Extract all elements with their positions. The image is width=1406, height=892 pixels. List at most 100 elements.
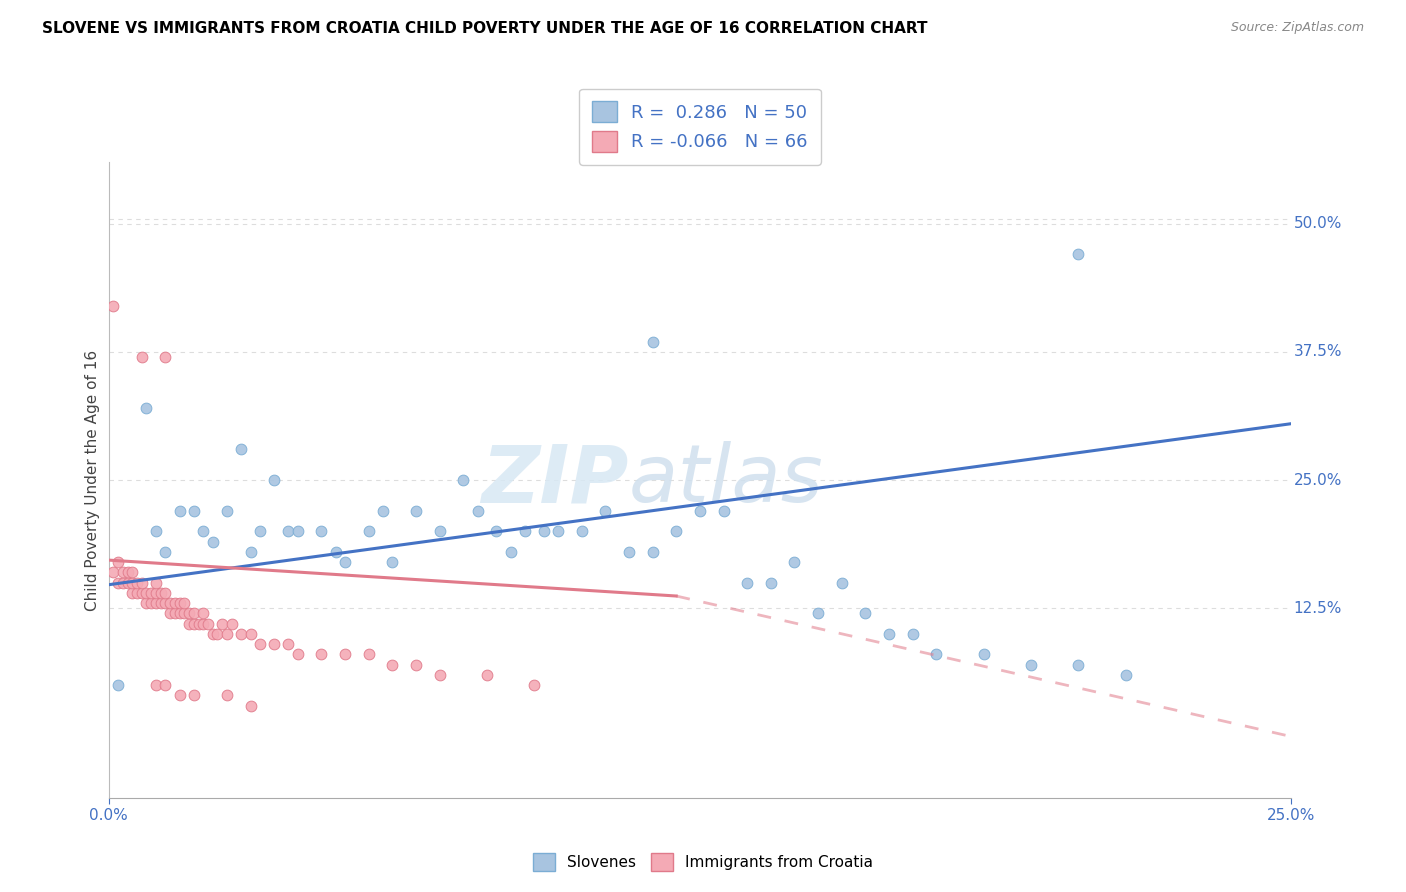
Text: atlas: atlas (628, 442, 824, 519)
Y-axis label: Child Poverty Under the Age of 16: Child Poverty Under the Age of 16 (86, 350, 100, 611)
Point (193, 607, 215, 621)
Point (145, 524, 167, 539)
Point (145, 586, 167, 600)
Point (239, 545, 262, 559)
Point (169, 504, 191, 518)
Point (135, 586, 157, 600)
Point (215, 504, 238, 518)
Point (277, 637, 299, 651)
Point (513, 524, 536, 539)
Point (311, 648, 333, 662)
Point (169, 689, 191, 703)
Point (429, 524, 451, 539)
Point (193, 616, 215, 631)
Point (125, 586, 148, 600)
Point (533, 524, 555, 539)
Text: 25.0%: 25.0% (1294, 473, 1341, 488)
Point (371, 504, 394, 518)
Point (145, 678, 167, 692)
Point (263, 473, 285, 487)
Point (287, 648, 309, 662)
Point (475, 668, 498, 682)
Point (107, 575, 129, 590)
Point (183, 607, 205, 621)
Point (177, 607, 200, 621)
Point (131, 350, 153, 364)
Point (759, 575, 782, 590)
Point (163, 607, 186, 621)
Point (111, 575, 134, 590)
Point (207, 627, 229, 641)
Point (617, 545, 640, 559)
Point (249, 637, 271, 651)
Point (163, 596, 186, 610)
Point (187, 616, 209, 631)
Point (135, 596, 157, 610)
Point (593, 504, 616, 518)
Point (499, 545, 522, 559)
Point (807, 607, 830, 621)
Point (155, 596, 177, 610)
Point (877, 627, 900, 641)
Point (121, 566, 143, 580)
Point (547, 524, 569, 539)
Point (973, 648, 995, 662)
Point (453, 473, 475, 487)
Point (229, 442, 252, 457)
Text: Source: ZipAtlas.com: Source: ZipAtlas.com (1230, 21, 1364, 35)
Point (325, 545, 347, 559)
Point (901, 627, 924, 641)
Point (713, 504, 735, 518)
Point (523, 678, 546, 692)
Point (311, 524, 333, 539)
Point (131, 575, 153, 590)
Point (357, 648, 380, 662)
Point (177, 616, 200, 631)
Point (141, 596, 163, 610)
Point (215, 627, 238, 641)
Point (159, 607, 181, 621)
Point (131, 586, 153, 600)
Point (239, 627, 262, 641)
Point (735, 575, 758, 590)
Point (201, 534, 224, 549)
Point (117, 575, 139, 590)
Point (855, 607, 877, 621)
Point (103, 299, 125, 313)
Legend: R =  0.286   N = 50, R = -0.066   N = 66: R = 0.286 N = 50, R = -0.066 N = 66 (579, 88, 821, 164)
Point (263, 637, 285, 651)
Point (125, 575, 148, 590)
Point (215, 689, 238, 703)
Point (1067, 657, 1090, 672)
Point (485, 524, 508, 539)
Point (145, 596, 167, 610)
Text: ZIP: ZIP (481, 442, 628, 519)
Point (689, 504, 711, 518)
Text: SLOVENE VS IMMIGRANTS FROM CROATIA CHILD POVERTY UNDER THE AGE OF 16 CORRELATION: SLOVENE VS IMMIGRANTS FROM CROATIA CHILD… (42, 21, 928, 37)
Point (571, 524, 593, 539)
Point (169, 596, 191, 610)
Point (287, 524, 309, 539)
Point (221, 616, 243, 631)
Point (145, 575, 167, 590)
Text: 12.5%: 12.5% (1294, 601, 1341, 615)
Point (831, 575, 853, 590)
Point (121, 575, 143, 590)
Point (467, 504, 489, 518)
Point (429, 668, 451, 682)
Point (357, 524, 380, 539)
Point (381, 555, 404, 569)
Point (117, 566, 139, 580)
Point (149, 586, 172, 600)
Point (155, 350, 177, 364)
Point (405, 504, 427, 518)
Point (107, 678, 129, 692)
Point (925, 648, 948, 662)
Legend: Slovenes, Immigrants from Croatia: Slovenes, Immigrants from Croatia (527, 847, 879, 877)
Point (197, 616, 219, 631)
Point (149, 596, 172, 610)
Point (107, 555, 129, 569)
Point (249, 524, 271, 539)
Point (1067, 247, 1090, 261)
Point (641, 545, 664, 559)
